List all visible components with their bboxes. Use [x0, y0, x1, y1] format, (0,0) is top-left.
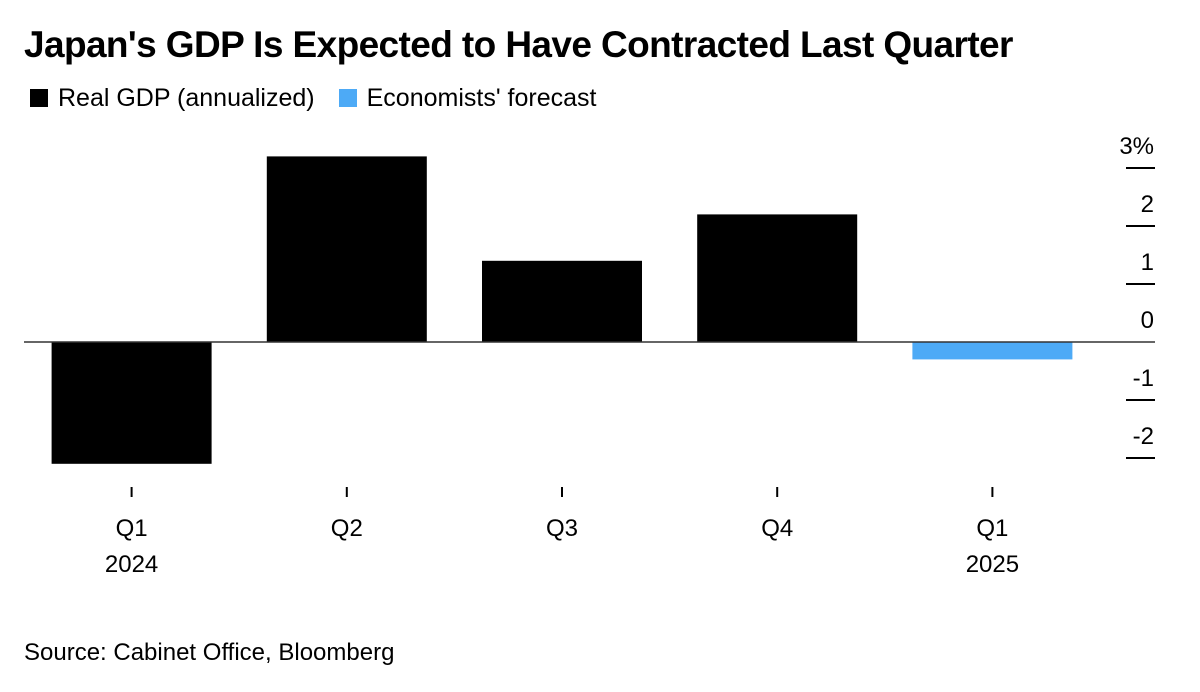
x-tick-label-1: Q2 — [331, 515, 363, 542]
bar-forecast-4 — [912, 342, 1073, 360]
y-tick-label-2: 1 — [1141, 249, 1154, 276]
y-tick-label-3: 0 — [1141, 307, 1154, 334]
bar-real-gdp-3 — [697, 214, 858, 342]
x-tick-label-2: Q3 — [546, 515, 578, 542]
x-year-label-0: 2024 — [105, 551, 158, 578]
x-tick-label-4: Q1 — [976, 515, 1008, 542]
source-note: Source: Cabinet Office, Bloomberg — [24, 639, 395, 666]
legend-swatch-real-gdp — [30, 89, 48, 107]
y-tick-label-4: -1 — [1133, 365, 1154, 392]
bar-real-gdp-0 — [51, 342, 212, 464]
y-axis: 3% 2 1 0 -1 -2 — [1119, 133, 1155, 459]
x-tick-label-0: Q1 — [116, 515, 148, 542]
y-tick-label-5: -2 — [1133, 423, 1154, 450]
legend-swatch-forecast — [338, 89, 357, 107]
bars-group — [51, 156, 1073, 464]
y-tick-label-0: 3% — [1119, 133, 1154, 160]
chart-title: Japan's GDP Is Expected to Have Contract… — [24, 24, 1013, 65]
bar-chart: 3% 2 1 0 -1 -2 Q1 2024 Q2 Q3 Q4 Q1 2025 — [24, 133, 1155, 578]
x-axis: Q1 2024 Q2 Q3 Q4 Q1 2025 — [105, 487, 1019, 578]
legend-label-forecast: Economists' forecast — [366, 83, 597, 112]
y-tick-label-1: 2 — [1141, 191, 1154, 218]
bar-real-gdp-1 — [266, 156, 427, 342]
legend: Real GDP (annualized) Economists' foreca… — [30, 82, 620, 114]
bar-real-gdp-2 — [482, 260, 642, 342]
legend-item-real-gdp: Real GDP (annualized) — [30, 84, 315, 113]
x-year-label-4: 2025 — [966, 551, 1019, 578]
x-tick-label-3: Q4 — [761, 515, 793, 542]
legend-item-forecast: Economists' forecast — [338, 83, 597, 113]
legend-label-real-gdp: Real GDP (annualized) — [58, 83, 315, 112]
